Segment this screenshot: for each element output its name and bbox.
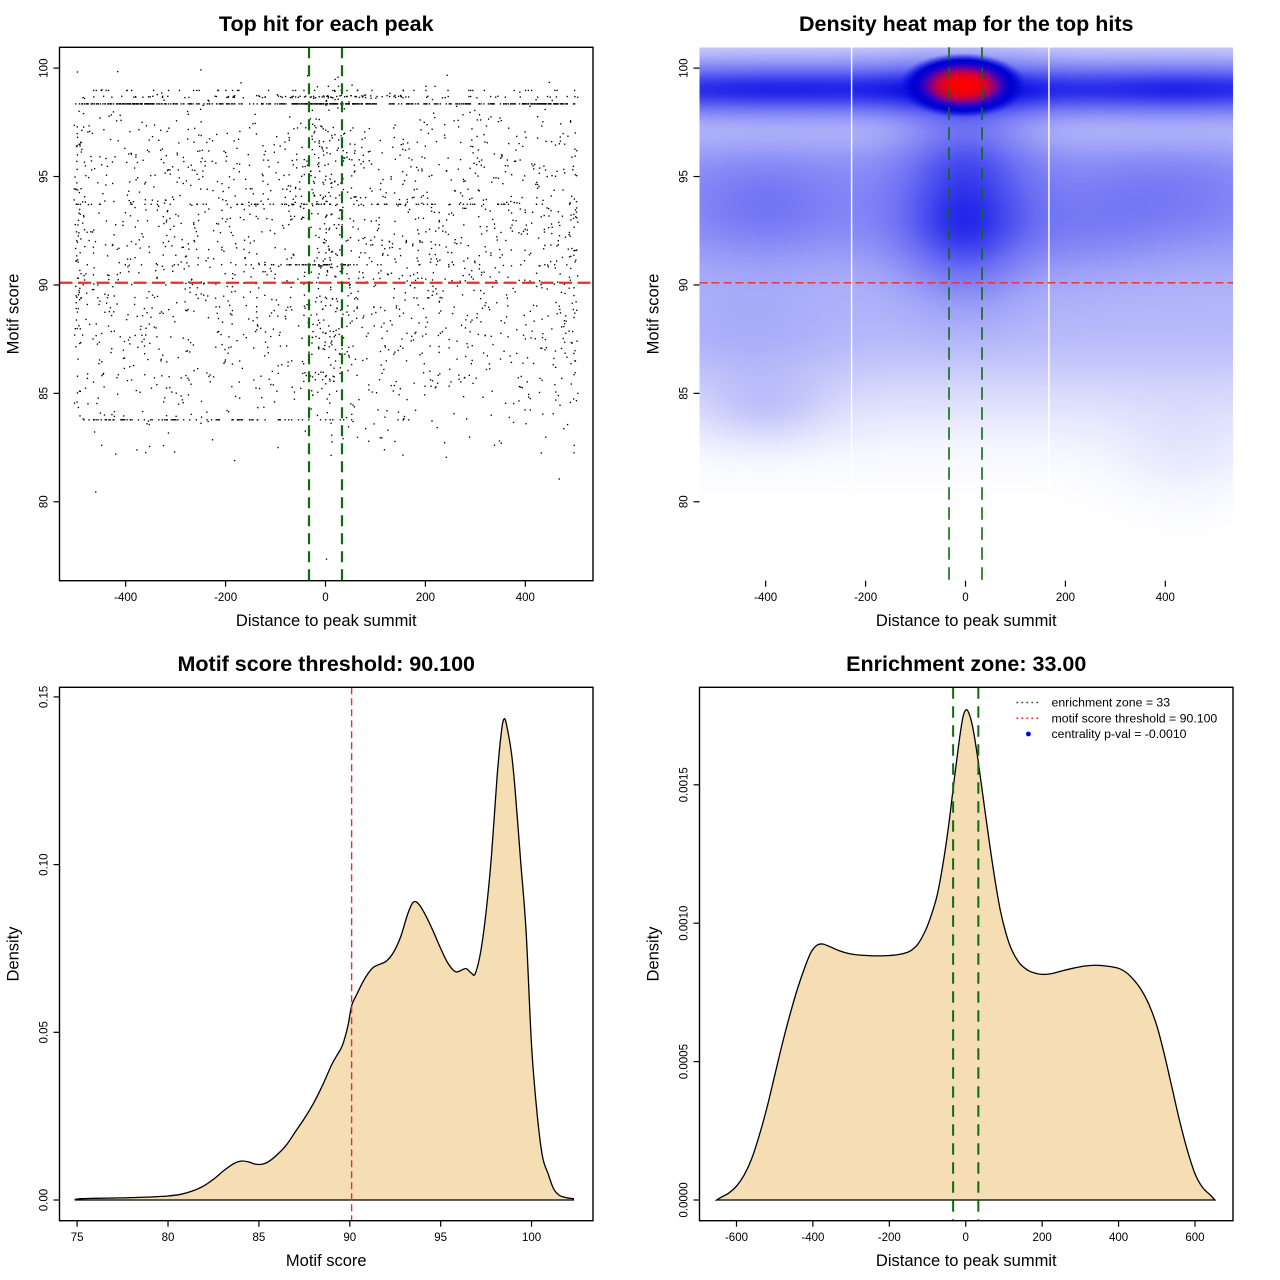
- motif-score-density-xtick-label: 85: [253, 1232, 266, 1244]
- density-heat-map-xlabel: Distance to peak summit: [876, 612, 1057, 630]
- motif-score-density-ytick-label: 0.05: [39, 1021, 51, 1043]
- motif-score-density-xlabel: Motif score: [286, 1252, 367, 1270]
- summit-distance-density-legend-label-1: motif score threshold = 90.100: [1052, 712, 1218, 726]
- summit-distance-density-xtick-label: -200: [878, 1232, 901, 1244]
- motif-score-density-xtick-label: 95: [434, 1232, 447, 1244]
- summit-distance-density-svg: Enrichment zone: 33.00 -600 -400 -200 0 200 40…: [645, 652, 1234, 1270]
- summit-distance-density-ytick-label: 0.0015: [679, 767, 691, 802]
- summit-distance-density-ytick-label: 0.0010: [679, 906, 691, 941]
- top-hit-scatter-xtick-label: 200: [416, 592, 435, 604]
- top-hit-scatter-xlabel: Distance to peak summit: [236, 612, 417, 630]
- top-hit-scatter-title: Top hit for each peak: [219, 12, 434, 36]
- top-hit-scatter-ytick-label: 95: [39, 170, 51, 183]
- motif-score-density-density-area: [74, 718, 575, 1201]
- summit-distance-density-ylabel: Density: [645, 926, 663, 982]
- top-hit-scatter-plot-box: [58, 46, 594, 582]
- top-hit-scatter-ytick-label: 90: [39, 279, 51, 292]
- summit-distance-density-xtick-label: -400: [801, 1232, 824, 1244]
- density-heat-map-ylabel: Motif score: [645, 274, 663, 355]
- motif-score-density-xtick-label: 100: [522, 1232, 541, 1244]
- panel-density-heat-map: Density heat map for the top hits -400 -20…: [640, 0, 1280, 640]
- density-heat-map-xtick-label: 400: [1156, 592, 1175, 604]
- top-hit-scatter-ylabel: Motif score: [5, 274, 23, 355]
- top-hit-scatter-canvas: [0, 0, 640, 640]
- summit-distance-density-legend-dot-2: [1026, 731, 1031, 737]
- motif-score-density-xtick-label: 80: [162, 1232, 175, 1244]
- top-hit-scatter-xtick-label: -200: [214, 592, 237, 604]
- density-heat-map-xtick-label: 0: [962, 592, 968, 604]
- summit-distance-density-xtick-label: 200: [1033, 1232, 1052, 1244]
- density-heat-map-xtick-label: -400: [754, 592, 777, 604]
- motif-score-density-xtick-label: 90: [343, 1232, 356, 1244]
- motif-score-density-ytick-label: 0.15: [39, 686, 51, 708]
- summit-distance-density-legend-label-0: enrichment zone = 33: [1052, 696, 1171, 710]
- density-heat-map-canvas: [640, 0, 1280, 640]
- summit-distance-density-ytick-label: 0.0000: [679, 1182, 691, 1217]
- summit-distance-density-legend: enrichment zone = 33 motif score threshol…: [1016, 696, 1218, 741]
- top-hit-scatter-xtick-label: 0: [322, 592, 328, 604]
- top-hit-scatter-svg: Top hit for each peak -400 -200 0 200 400 80 85…: [5, 12, 594, 630]
- motif-score-density-ylabel: Density: [5, 926, 23, 982]
- motif-score-density-title: Motif score threshold: 90.100: [178, 652, 476, 676]
- density-heat-map-xtick-label: -200: [854, 592, 877, 604]
- top-hit-scatter-ytick-label: 85: [39, 387, 51, 400]
- panel-motif-score-density: Motif score threshold: 90.100 75 80 85 90 95 1…: [0, 640, 640, 1280]
- summit-distance-density-legend-label-2: centrality p-val = -0.0010: [1052, 727, 1187, 741]
- summit-distance-density-xtick-label: 0: [963, 1232, 969, 1244]
- density-heat-map-title: Density heat map for the top hits: [799, 12, 1134, 36]
- density-heat-map-svg: Density heat map for the top hits -400 -20…: [645, 12, 1233, 630]
- panel-top-hit-scatter: Top hit for each peak -400 -200 0 200 400 80 85…: [0, 0, 640, 640]
- density-heat-map-ytick-label: 85: [679, 387, 691, 400]
- top-hit-scatter-ytick-label: 80: [39, 495, 51, 508]
- summit-distance-density-title: Enrichment zone: 33.00: [846, 652, 1086, 676]
- top-hit-scatter-xtick-label: -400: [114, 592, 137, 604]
- density-heat-map-ytick-label: 100: [679, 59, 691, 78]
- summit-distance-density-xtick-label: -600: [725, 1232, 748, 1244]
- motif-score-density-xtick-label: 75: [71, 1232, 84, 1244]
- motif-score-density-ytick-label: 0.10: [39, 853, 51, 875]
- summit-distance-density-xtick-label: 600: [1185, 1232, 1204, 1244]
- density-heat-map-xtick-label: 200: [1056, 592, 1075, 604]
- summit-distance-density-xtick-label: 400: [1109, 1232, 1128, 1244]
- top-hit-scatter-xtick-label: 400: [516, 592, 535, 604]
- motif-score-density-plot-box: [58, 686, 594, 1222]
- top-hit-scatter-ytick-label: 100: [39, 59, 51, 78]
- density-heat-map-ytick-label: 90: [679, 279, 691, 292]
- summit-distance-density-ytick-label: 0.0005: [679, 1044, 691, 1079]
- density-heat-map-ytick-label: 80: [679, 495, 691, 508]
- density-heat-map-ytick-label: 95: [679, 170, 691, 183]
- panel-summit-distance-density: Enrichment zone: 33.00 -600 -400 -200 0 200 40…: [640, 640, 1280, 1280]
- summit-distance-density-density-area: [714, 709, 1217, 1201]
- motif-score-density-ytick-label: 0.00: [39, 1189, 51, 1211]
- summit-distance-density-xlabel: Distance to peak summit: [876, 1252, 1057, 1270]
- motif-score-density-svg: Motif score threshold: 90.100 75 80 85 90 95 1…: [5, 652, 594, 1270]
